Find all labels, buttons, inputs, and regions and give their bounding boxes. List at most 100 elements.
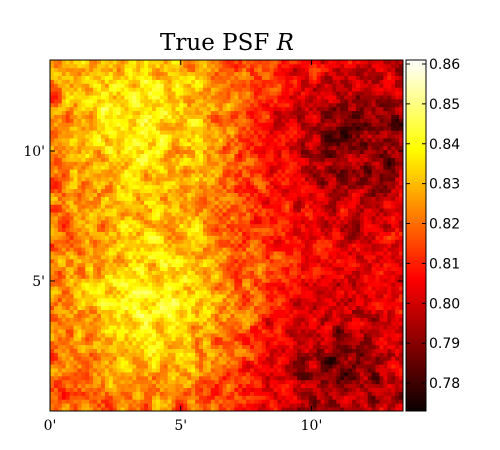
heatmap-cell — [293, 204, 298, 209]
heatmap-cell — [301, 356, 306, 361]
heatmap-cell — [352, 200, 357, 205]
heatmap-cell — [183, 403, 188, 408]
heatmap-cell — [265, 360, 271, 365]
heatmap-cell — [159, 286, 165, 291]
heatmap-cell — [277, 204, 282, 209]
heatmap-cell — [179, 266, 184, 271]
heatmap-cell — [375, 383, 380, 388]
heatmap-cell — [202, 258, 208, 264]
heatmap-cell — [297, 216, 302, 221]
heatmap-cell — [167, 372, 172, 377]
heatmap-cell — [316, 282, 322, 287]
heatmap-cell — [206, 317, 212, 322]
heatmap-cell — [297, 286, 302, 291]
heatmap-cell — [297, 219, 302, 225]
heatmap-cell — [199, 255, 204, 260]
heatmap-cell — [348, 219, 353, 225]
heatmap-cell — [336, 375, 341, 381]
heatmap-cell — [253, 239, 259, 244]
heatmap-cell — [352, 270, 357, 275]
heatmap-cell — [202, 379, 208, 385]
heatmap-cell — [226, 262, 231, 268]
heatmap-cell — [226, 391, 231, 396]
heatmap-cell — [89, 235, 94, 240]
heatmap-cell — [371, 313, 376, 318]
heatmap-cell — [163, 278, 169, 283]
heatmap-cell — [120, 301, 125, 307]
heatmap-cell — [371, 344, 376, 349]
heatmap-cell — [100, 360, 106, 365]
heatmap-cell — [140, 309, 145, 314]
heatmap-cell — [206, 227, 212, 232]
heatmap-cell — [301, 274, 306, 279]
heatmap-cell — [210, 247, 216, 252]
heatmap-cell — [155, 297, 161, 303]
heatmap-cell — [50, 270, 55, 275]
heatmap-cell — [100, 243, 106, 248]
heatmap-cell — [136, 243, 141, 248]
heatmap-cell — [320, 301, 325, 307]
heatmap-cell — [277, 200, 282, 205]
heatmap-cell — [57, 379, 63, 385]
heatmap-cell — [148, 391, 153, 396]
heatmap-cell — [191, 313, 196, 318]
heatmap-cell — [140, 219, 145, 225]
heatmap-cell — [312, 352, 318, 357]
heatmap-cell — [183, 301, 188, 307]
heatmap-cell — [112, 360, 118, 365]
heatmap-cell — [89, 192, 94, 197]
heatmap-cell — [159, 282, 165, 287]
heatmap-cell — [77, 231, 82, 236]
heatmap-cell — [116, 329, 121, 334]
heatmap-cell — [289, 255, 294, 260]
heatmap-cell — [222, 344, 227, 349]
heatmap-cell — [324, 305, 329, 310]
heatmap-cell — [179, 313, 184, 318]
heatmap-cell — [312, 196, 318, 201]
heatmap-cell — [324, 313, 329, 318]
heatmap-cell — [53, 223, 59, 229]
heatmap-cell — [93, 309, 98, 314]
heatmap-cell — [332, 333, 337, 338]
heatmap-cell — [89, 395, 94, 400]
heatmap-cell — [108, 255, 114, 260]
heatmap-cell — [246, 399, 251, 404]
heatmap-cell — [85, 305, 90, 310]
heatmap-cell — [202, 266, 208, 271]
heatmap-cell — [210, 348, 216, 353]
heatmap-cell — [155, 360, 161, 365]
heatmap-cell — [210, 286, 216, 291]
heatmap-cell — [132, 239, 137, 244]
heatmap-cell — [383, 321, 388, 326]
heatmap-cell — [77, 192, 82, 197]
heatmap-cell — [304, 403, 310, 408]
heatmap-cell — [273, 321, 278, 326]
heatmap-cell — [230, 301, 235, 307]
heatmap-cell — [104, 344, 110, 349]
heatmap-cell — [171, 407, 176, 412]
heatmap-cell — [136, 251, 141, 256]
heatmap-cell — [195, 309, 200, 314]
heatmap-cell — [281, 301, 286, 307]
heatmap-cell — [383, 383, 388, 388]
heatmap-cell — [120, 212, 125, 217]
heatmap-cell — [218, 368, 223, 373]
heatmap-cell — [191, 356, 196, 361]
heatmap-cell — [89, 251, 94, 256]
heatmap-cell — [340, 399, 345, 404]
heatmap-cell — [187, 383, 192, 388]
heatmap-cell — [226, 235, 231, 240]
heatmap-cell — [359, 266, 365, 271]
heatmap-cell — [104, 231, 110, 236]
heatmap-cell — [187, 196, 192, 201]
heatmap-cell — [281, 360, 286, 365]
heatmap-cell — [234, 387, 239, 392]
heatmap-cell — [391, 212, 396, 217]
heatmap-cell — [100, 204, 106, 209]
heatmap-cell — [132, 274, 137, 279]
heatmap-cell — [320, 368, 325, 373]
heatmap-cell — [246, 368, 251, 373]
heatmap-cell — [379, 196, 384, 201]
heatmap-cell — [328, 399, 333, 404]
heatmap-cell — [140, 360, 145, 365]
